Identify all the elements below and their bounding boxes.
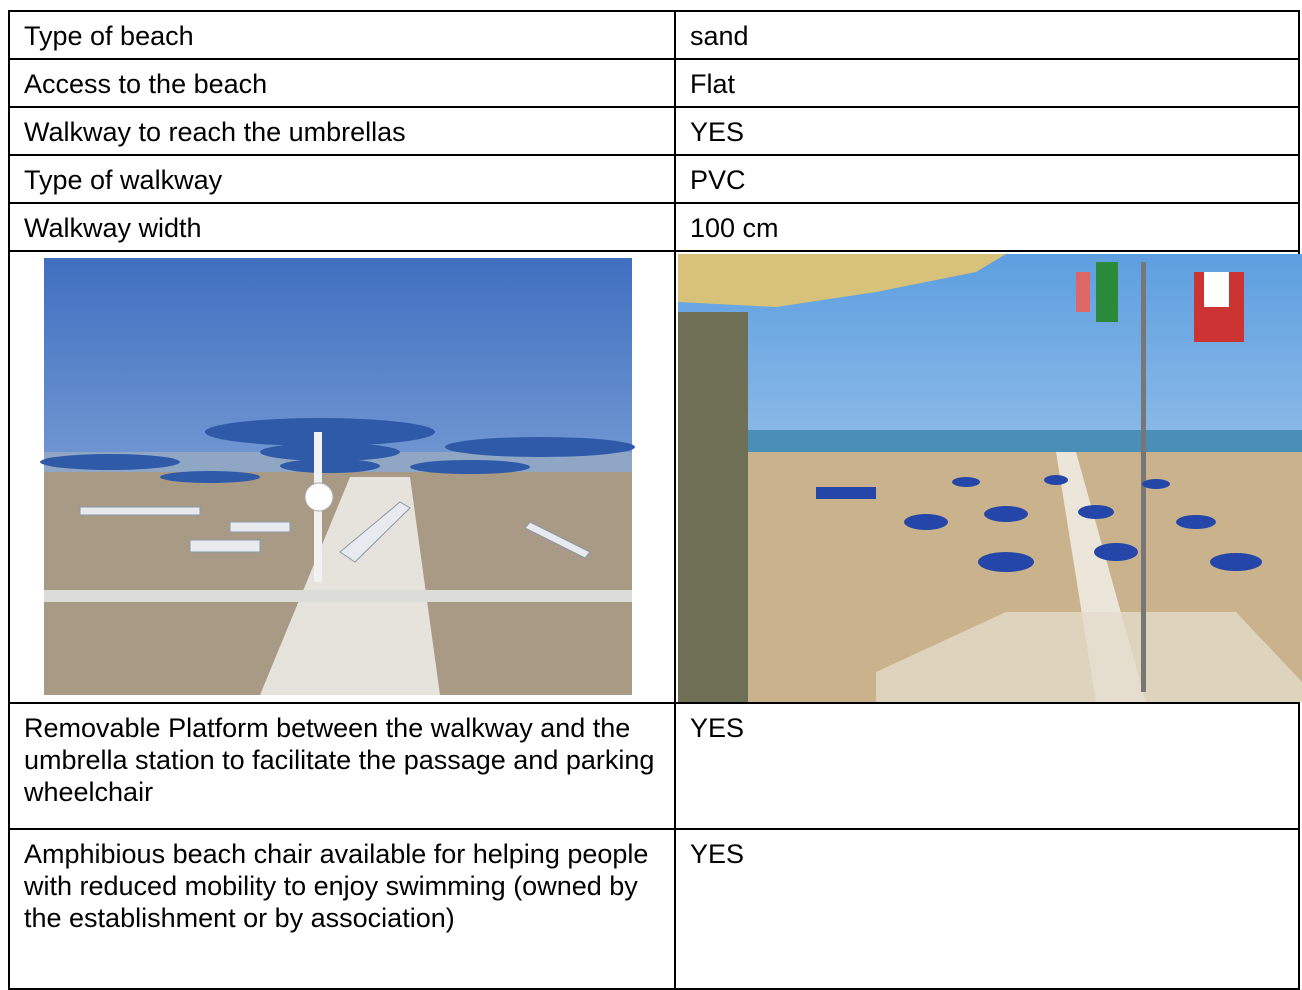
beach-photo-1 (10, 252, 646, 702)
cell-label: Type of beach (9, 11, 675, 59)
cell-label: Removable Platform between the walkway a… (9, 703, 675, 829)
cell-value: sand (675, 11, 1299, 59)
image-cell (9, 251, 675, 703)
cell-label: Amphibious beach chair available for hel… (9, 829, 675, 989)
beach-photo-2 (676, 252, 1302, 702)
cell-value: YES (675, 703, 1299, 829)
image-cell (675, 251, 1299, 703)
cell-value: 100 cm (675, 203, 1299, 251)
cell-value: PVC (675, 155, 1299, 203)
cell-label: Access to the beach (9, 59, 675, 107)
table-row: Removable Platform between the walkway a… (9, 703, 1299, 829)
image-row (9, 251, 1299, 703)
table-row: Amphibious beach chair available for hel… (9, 829, 1299, 989)
cell-value: Flat (675, 59, 1299, 107)
cell-value: YES (675, 107, 1299, 155)
cell-label: Walkway width (9, 203, 675, 251)
cell-label: Walkway to reach the umbrellas (9, 107, 675, 155)
cell-label: Type of walkway (9, 155, 675, 203)
cell-value: YES (675, 829, 1299, 989)
